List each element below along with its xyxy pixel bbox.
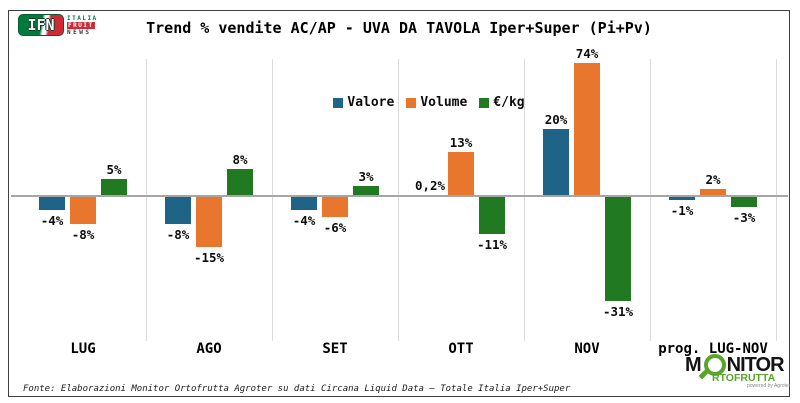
legend-item-kg: €/kg (479, 95, 525, 110)
value-label-valore-prog-lug-nov: -1% (670, 203, 694, 218)
monitor-ortofrutta-logo: M NITOR RTOFRUTTA powered by Agroter (685, 353, 797, 395)
legend-item-volume: Volume (406, 95, 467, 110)
chart-plot-area: LUG -4% -8% 5% AGO -8% -15% 8% SET -4% -6% 3% OTT 0,2… (9, 11, 789, 396)
x-axis-label-prog-lug-nov: prog. LUG-NOV (658, 341, 768, 357)
legend-label: €/kg (493, 95, 525, 110)
value-label-volume-lug: -8% (71, 227, 95, 242)
ifn-logo-italia: ITALIA (67, 14, 98, 22)
gridline-3 (524, 59, 525, 341)
bar-valore-nov (543, 129, 569, 196)
monitor-logo-powered-by: powered by Agroter (747, 383, 791, 389)
gridline-0 (146, 59, 147, 341)
source-note: Fonte: Elaborazioni Monitor Ortofrutta A… (23, 384, 571, 394)
bar-kg-set (353, 186, 379, 196)
value-label-valore-ott: 0,2% (414, 178, 446, 193)
bar-volume-ago (196, 197, 222, 247)
bar-volume-set (322, 197, 348, 217)
gridline-2 (398, 59, 399, 341)
chart-title: Trend % vendite AC/AP - UVA DA TAVOLA Ip… (146, 19, 652, 37)
monitor-logo-nitor: NITOR (726, 354, 785, 376)
x-axis-label-ott: OTT (448, 341, 474, 357)
legend-swatch-valore (333, 97, 344, 108)
legend-swatch-kg (479, 97, 490, 108)
value-label-volume-prog-lug-nov: 2% (705, 172, 721, 187)
ifn-logo-acronym: IFN (27, 16, 55, 34)
bar-kg-ago (227, 169, 253, 196)
bar-volume-lug (70, 197, 96, 224)
legend-swatch-volume (406, 97, 417, 108)
gridline-4 (650, 59, 651, 341)
bar-valore-ago (165, 197, 191, 224)
bar-valore-prog-lug-nov (669, 197, 695, 200)
bar-kg-lug (101, 179, 127, 196)
ifn-logo-wordmark: ITALIA FRUIT NEWS (67, 15, 98, 36)
x-axis-label-nov: NOV (574, 341, 600, 357)
value-label-volume-ott: 13% (449, 135, 473, 150)
value-label-kg-ott: -11% (476, 237, 508, 252)
monitor-logo-row: M NITOR (685, 353, 797, 380)
bar-volume-nov (574, 63, 600, 196)
chart-frame: IFN ITALIA FRUIT NEWS Trend % vendite AC… (8, 10, 790, 397)
legend-label: Valore (347, 95, 395, 110)
x-axis-label-ago: AGO (196, 341, 222, 357)
value-label-valore-lug: -4% (40, 213, 64, 228)
legend-item-valore: Valore (333, 95, 394, 110)
bar-valore-lug (39, 197, 65, 210)
zero-axis-line (11, 195, 788, 197)
value-label-kg-prog-lug-nov: -3% (732, 210, 756, 225)
value-label-volume-set: -6% (323, 220, 347, 235)
bar-volume-ott (448, 152, 474, 196)
value-label-kg-set: 3% (358, 169, 374, 184)
bar-kg-nov (605, 197, 631, 301)
value-label-valore-nov: 20% (544, 112, 568, 127)
value-label-kg-lug: 5% (106, 162, 122, 177)
x-axis-label-set: SET (322, 341, 348, 357)
ifn-logo-news: NEWS (67, 28, 92, 36)
gridline-5 (776, 59, 777, 341)
value-label-volume-nov: 74% (575, 46, 599, 61)
magnifier-icon (698, 353, 726, 380)
ifn-logo-fruit: FRUIT (67, 21, 95, 29)
gridline-1 (272, 59, 273, 341)
value-label-valore-set: -4% (292, 213, 316, 228)
monitor-logo-m: M (685, 354, 702, 376)
bar-volume-prog-lug-nov (700, 189, 726, 196)
legend-label: Volume (420, 95, 468, 110)
monitor-logo-ortofrutta: RTOFRUTTA (712, 372, 776, 384)
bar-valore-set (291, 197, 317, 210)
value-label-kg-ago: 8% (232, 152, 248, 167)
value-label-valore-ago: -8% (166, 227, 190, 242)
ifn-logo-flag-box: IFN (18, 14, 64, 36)
chart-legend: Valore Volume €/kg (39, 95, 800, 110)
x-axis-label-lug: LUG (70, 341, 96, 357)
value-label-volume-ago: -15% (193, 250, 225, 265)
bar-kg-ott (479, 197, 505, 234)
bar-kg-prog-lug-nov (731, 197, 757, 207)
ifn-logo: IFN ITALIA FRUIT NEWS (18, 13, 98, 37)
value-label-kg-nov: -31% (602, 304, 634, 319)
